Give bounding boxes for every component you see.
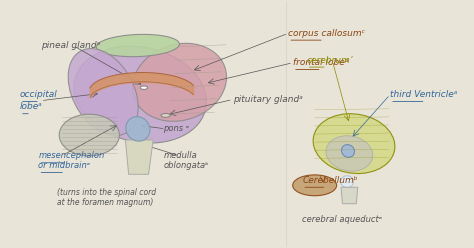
Text: pineal glandᵃ: pineal glandᵃ: [41, 41, 100, 50]
Text: at the foramen magnum): at the foramen magnum): [57, 198, 153, 207]
Ellipse shape: [326, 136, 373, 171]
Text: or midbrainᵃ: or midbrainᵃ: [38, 161, 91, 170]
Text: Cerebellumᵇ: Cerebellumᵇ: [302, 176, 358, 185]
Text: pituitary glandᵃ: pituitary glandᵃ: [233, 95, 302, 104]
Text: (turns into the spinal cord: (turns into the spinal cord: [57, 188, 156, 197]
Polygon shape: [126, 140, 153, 174]
Ellipse shape: [74, 46, 207, 143]
Text: pons ᵃ: pons ᵃ: [164, 124, 189, 133]
Text: third Ventricleᵃ: third Ventricleᵃ: [390, 90, 457, 99]
Text: corpus callosumᶜ: corpus callosumᶜ: [288, 29, 365, 38]
Text: frontal lobeᵃ: frontal lobeᵃ: [293, 58, 348, 67]
Text: mesencephalon: mesencephalon: [38, 151, 105, 160]
Text: oblongataᵇ: oblongataᵇ: [164, 161, 209, 170]
Ellipse shape: [341, 145, 355, 157]
Ellipse shape: [96, 34, 180, 57]
Ellipse shape: [341, 176, 354, 187]
Ellipse shape: [313, 114, 395, 174]
Ellipse shape: [140, 86, 147, 90]
Ellipse shape: [59, 114, 119, 156]
Polygon shape: [341, 187, 358, 204]
Ellipse shape: [126, 117, 150, 141]
Text: cerebrumʹ: cerebrumʹ: [307, 56, 353, 65]
Text: occipital: occipital: [20, 90, 58, 99]
Text: medulla: medulla: [164, 151, 197, 160]
Ellipse shape: [133, 43, 227, 121]
Text: lobeᵃ: lobeᵃ: [20, 102, 43, 111]
Ellipse shape: [161, 113, 170, 117]
Text: cerebral aqueductᵃ: cerebral aqueductᵃ: [302, 215, 382, 224]
Ellipse shape: [68, 49, 138, 136]
Ellipse shape: [292, 175, 337, 196]
